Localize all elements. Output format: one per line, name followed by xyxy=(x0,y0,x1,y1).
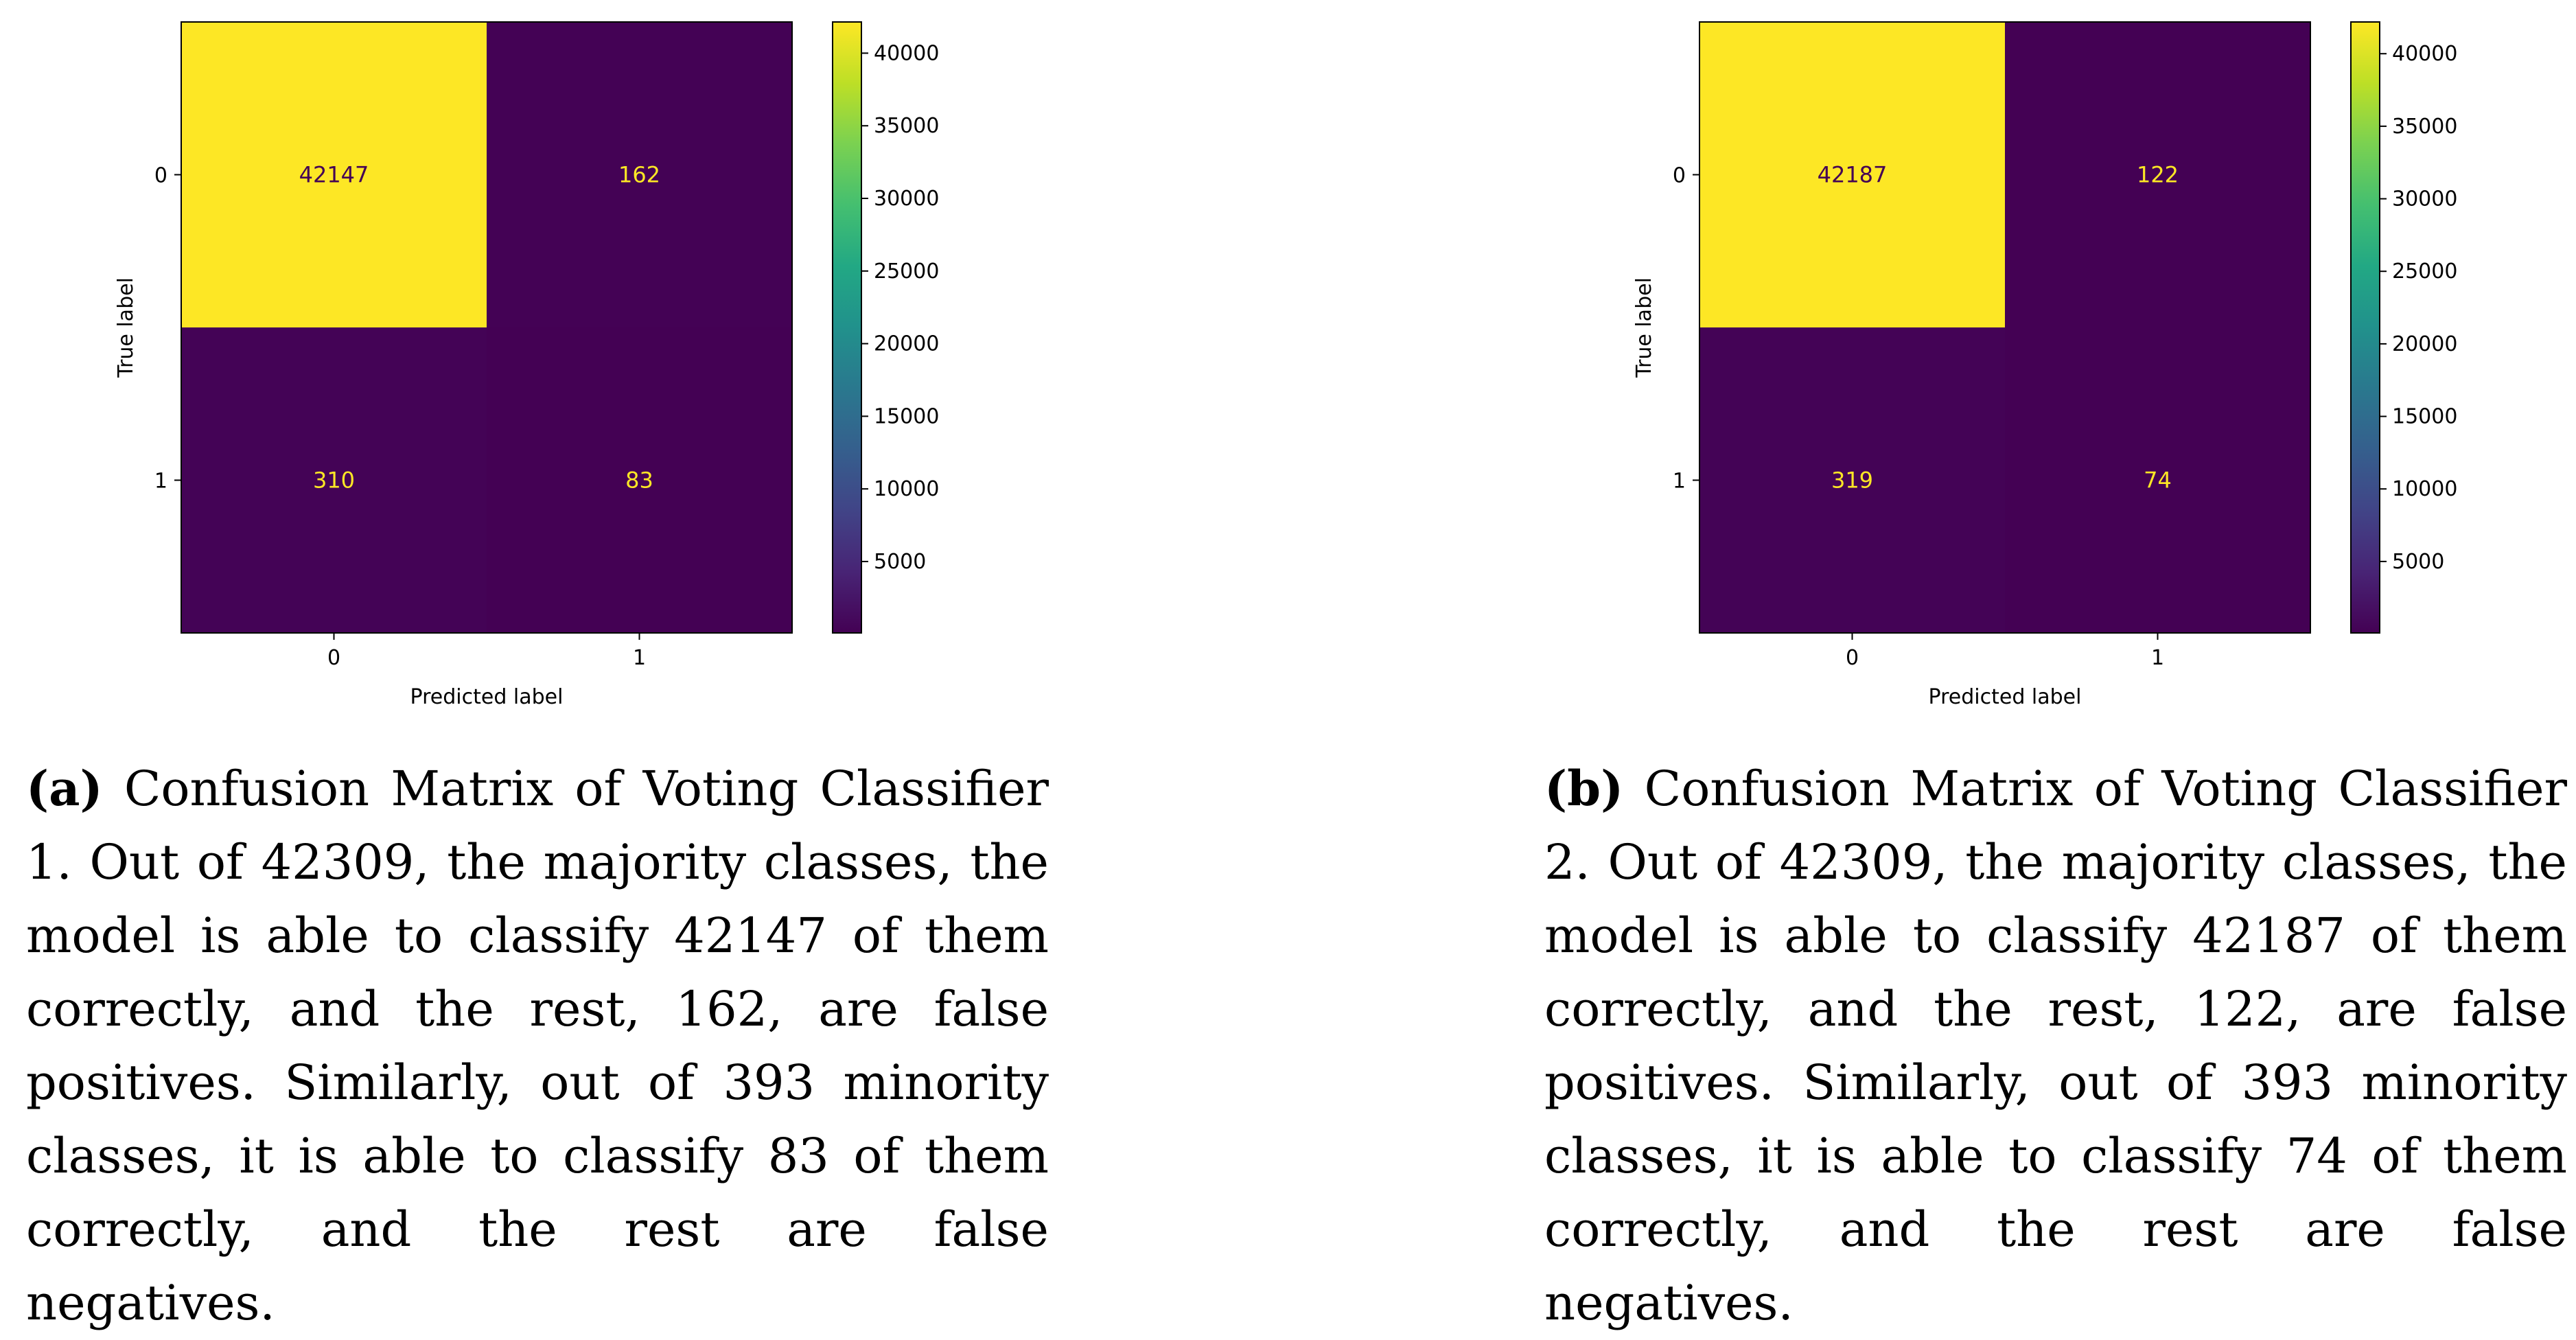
matrix-cell xyxy=(2005,327,2310,633)
caption-a: (a) Confusion Matrix of Voting Classifie… xyxy=(26,752,1049,1340)
matrix-cell xyxy=(487,327,792,633)
caption-b: (b) Confusion Matrix of Voting Classifie… xyxy=(1544,752,2567,1340)
colorbar-tick-label: 10000 xyxy=(874,477,939,501)
y-axis-label: True label xyxy=(1632,277,1656,378)
y-tick-label: 1 xyxy=(154,470,167,494)
y-axis-label: True label xyxy=(114,277,138,378)
x-axis-label: Predicted label xyxy=(410,685,564,709)
x-tick-label: 0 xyxy=(1846,646,1859,670)
x-tick-label: 1 xyxy=(633,646,646,670)
confusion-matrix-b: 42187 122 319 74 0 1 0 1 Predicted label True lab… xyxy=(1632,21,2457,709)
caption-b-label: (b) xyxy=(1544,760,1624,817)
colorbar-tick-label: 30000 xyxy=(2392,187,2457,211)
y-tick-label: 1 xyxy=(1673,470,1686,494)
colorbar-tick-label: 10000 xyxy=(2392,477,2457,501)
colorbar-gradient xyxy=(2351,22,2380,633)
matrix-cell xyxy=(181,22,487,327)
matrix-cell xyxy=(487,22,792,327)
x-axis-label: Predicted label xyxy=(1929,685,2082,709)
colorbar-tick-label: 15000 xyxy=(874,404,939,428)
confusion-matrix-a: 42147 162 310 83 0 1 0 1 Predicted label True lab… xyxy=(114,21,939,709)
colorbar-frame xyxy=(2350,21,2380,634)
colorbar-tick-label: 20000 xyxy=(874,332,939,356)
cell-value-label: 319 xyxy=(1831,467,1873,494)
matrix-cell xyxy=(2005,22,2310,327)
colorbar-tick-label: 5000 xyxy=(874,550,926,574)
y-tick-label: 0 xyxy=(1673,164,1686,188)
colorbar-tick-label: 30000 xyxy=(874,187,939,211)
colorbar-gradient xyxy=(833,22,861,633)
cell-value-label: 42147 xyxy=(299,162,369,188)
y-tick-label: 0 xyxy=(154,164,167,188)
colorbar-tick-label: 40000 xyxy=(2392,42,2457,66)
cell-value-label: 122 xyxy=(2137,162,2179,188)
caption-b-text: Confusion Matrix of Voting Classifier 2.… xyxy=(1544,761,2567,1331)
figure-canvas: 42147 162 310 83 0 1 0 1 Predicted label True lab… xyxy=(114,21,2457,709)
colorbar-tick-label: 35000 xyxy=(874,114,939,138)
plot-frame xyxy=(1699,21,2311,634)
cell-value-label: 74 xyxy=(2144,467,2172,494)
x-tick-label: 0 xyxy=(327,646,340,670)
matrix-cell xyxy=(1699,327,2005,633)
colorbar-frame xyxy=(832,21,862,634)
colorbar-tick-label: 25000 xyxy=(2392,259,2457,284)
matrix-cell xyxy=(1699,22,2005,327)
cell-value-label: 162 xyxy=(618,162,660,188)
colorbar-tick-label: 15000 xyxy=(2392,405,2457,429)
x-tick-label: 1 xyxy=(2151,646,2164,670)
cell-value-label: 42187 xyxy=(1818,162,1888,188)
colorbar-tick-label: 20000 xyxy=(2392,332,2457,356)
cell-value-label: 310 xyxy=(313,467,355,494)
caption-a-text: Confusion Matrix of Voting Classifier 1.… xyxy=(26,761,1049,1331)
colorbar-tick-label: 5000 xyxy=(2392,550,2444,574)
matrix-cell xyxy=(181,327,487,633)
cell-value-label: 83 xyxy=(625,467,653,494)
plot-frame xyxy=(181,21,793,634)
colorbar-tick-label: 35000 xyxy=(2392,115,2457,139)
colorbar-tick-label: 40000 xyxy=(874,41,939,65)
caption-a-label: (a) xyxy=(26,760,103,817)
colorbar-tick-label: 25000 xyxy=(874,259,939,284)
